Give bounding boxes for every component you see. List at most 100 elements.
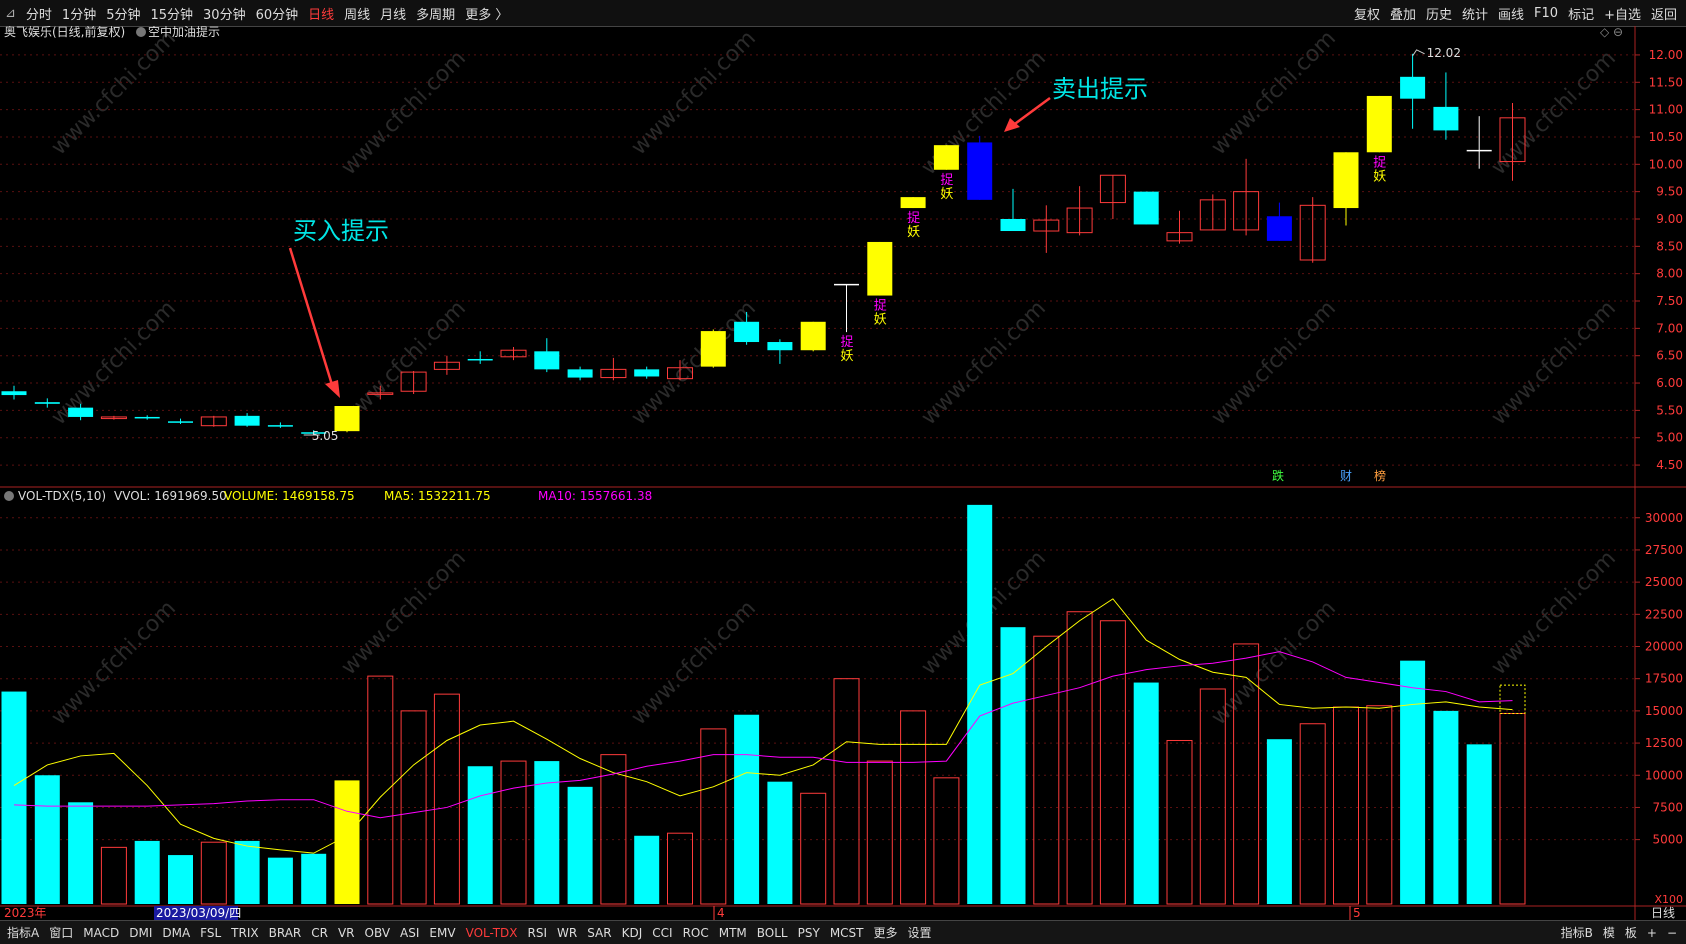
indicator-tab-1[interactable]: 窗口	[49, 926, 74, 940]
candle-body	[367, 392, 394, 395]
indicator-tab-12[interactable]: EMV	[429, 925, 456, 940]
tool-button-4[interactable]: 画线	[1498, 7, 1525, 23]
volume-bar	[567, 786, 593, 904]
indicator-tab-16[interactable]: SAR	[587, 925, 612, 940]
stock-title: 奥飞娱乐(日线,前复权)	[4, 26, 125, 39]
period-tab-7[interactable]: 周线	[344, 7, 371, 23]
indicator-tab-14[interactable]: RSI	[527, 925, 548, 940]
watermark-text: www.cfchi.com	[627, 296, 761, 430]
period-tab-8[interactable]: 月线	[380, 7, 407, 23]
tool-button-6[interactable]: 标记	[1568, 7, 1595, 23]
period-tab-9[interactable]: 多周期	[416, 7, 456, 23]
volume-bar	[467, 766, 493, 904]
volume-bar	[866, 760, 893, 905]
date-cursor-bg	[154, 906, 238, 920]
menu-icon[interactable]: ⊿	[5, 5, 16, 21]
indicator-tab-21[interactable]: BOLL	[756, 925, 788, 940]
indicator-tab-15[interactable]: WR	[557, 925, 578, 940]
indicator-tab-7[interactable]: BRAR	[268, 925, 302, 940]
price-tick-label: 11.50	[1649, 75, 1683, 89]
chart-area[interactable]: www.cfchi.com www.cfchi.com www.cfchi.com w…	[0, 26, 1686, 920]
volume-title: VOL-TDX(5,10)	[18, 489, 106, 503]
indicator-tab-19[interactable]: ROC	[682, 925, 709, 940]
indicator-tab-8[interactable]: CR	[311, 925, 328, 940]
candle-body	[1000, 218, 1026, 232]
candle-body	[134, 416, 160, 419]
period-tab-3[interactable]: 15分钟	[150, 7, 194, 23]
bottom-tool-2[interactable]: 板	[1624, 926, 1637, 940]
watermark-text: www.cfchi.com	[47, 596, 181, 730]
buy-arrowhead	[325, 380, 340, 398]
tool-button-1[interactable]: 叠加	[1389, 7, 1416, 23]
indicator-tab-13[interactable]: VOL-TDX	[465, 925, 518, 940]
period-label: 日线	[1651, 906, 1675, 920]
period-tab-2[interactable]: 5分钟	[106, 7, 141, 23]
indicator-tab-22[interactable]: PSY	[797, 925, 820, 940]
tool-button-2[interactable]: 历史	[1425, 7, 1452, 23]
indicator-tab-4[interactable]: DMA	[162, 925, 191, 940]
indicator-tab-5[interactable]: FSL	[200, 925, 222, 940]
candle-body	[767, 342, 793, 351]
candle-body	[1066, 207, 1093, 234]
volume-bar	[1400, 660, 1426, 904]
candle-body	[1099, 174, 1126, 204]
tag-demon: 妖	[940, 187, 953, 202]
volume-bar	[634, 835, 660, 904]
indicator-tab-6[interactable]: TRIX	[231, 925, 259, 940]
candle-body	[500, 349, 527, 358]
candle-body	[1400, 76, 1426, 99]
indicator-tab-10[interactable]: OBV	[364, 925, 391, 940]
indicator-tab-20[interactable]: MTM	[718, 925, 747, 940]
indicator-tab-3[interactable]: DMI	[129, 925, 153, 940]
indicator-tab-11[interactable]: ASI	[400, 925, 420, 940]
period-tab-0[interactable]: 分时	[25, 7, 52, 23]
period-tab-1[interactable]: 1分钟	[61, 7, 97, 23]
buy-arrow	[288, 247, 335, 389]
tool-button-0[interactable]: 复权	[1353, 7, 1380, 23]
bottom-tool-3[interactable]: +	[1646, 925, 1657, 940]
price-tick-label: 5.50	[1656, 403, 1683, 417]
volume-bar	[134, 840, 160, 904]
period-tab-10[interactable]: 更多 〉	[465, 7, 509, 23]
volume-bar	[767, 781, 793, 904]
volume-bar	[1166, 739, 1193, 905]
volume-tick-label: 25000	[1645, 575, 1683, 589]
bottom-tool-0[interactable]: 指标B	[1560, 926, 1593, 940]
tool-button-5[interactable]: F10	[1534, 5, 1559, 21]
candle-body	[1, 391, 27, 396]
indicator-tab-18[interactable]: CCI	[652, 925, 673, 940]
period-tab-5[interactable]: 60分钟	[255, 7, 299, 23]
volume-bar	[933, 777, 960, 905]
candle-body	[967, 142, 993, 200]
tool-button-3[interactable]: 统计	[1462, 7, 1489, 23]
volume-bar	[700, 728, 727, 905]
volume-bar	[1499, 712, 1526, 905]
volume-tick-label: 20000	[1645, 640, 1683, 654]
tool-button-7[interactable]: +自选	[1604, 7, 1641, 23]
candle-body	[1199, 199, 1226, 231]
top-toolbar: ⊿ 分时 1分钟 5分钟 15分钟 30分钟 60分钟 日线 周线 月线 多周期 更多 〉 复权 叠加历…	[0, 0, 1686, 27]
volume-bar	[334, 780, 360, 904]
indicator-tab-2[interactable]: MACD	[83, 925, 120, 940]
indicator-tab-23[interactable]: MCST	[829, 925, 864, 940]
volume-tick-label: 12500	[1645, 736, 1683, 750]
bottom-tool-4[interactable]: −	[1666, 925, 1677, 940]
price-tick-label: 10.50	[1649, 130, 1683, 144]
candle-body	[301, 432, 327, 434]
volume-bar	[1133, 682, 1159, 904]
price-tick-label: 10.00	[1649, 157, 1683, 171]
bottom-tool-1[interactable]: 模	[1602, 926, 1615, 940]
indicator-tab-25[interactable]: 设置	[907, 926, 932, 940]
period-tab-6[interactable]: 日线	[308, 7, 335, 23]
volume-settings-icon	[4, 491, 14, 501]
price-tick-label: 6.00	[1656, 376, 1683, 390]
indicator-tab-9[interactable]: VR	[337, 925, 355, 940]
tool-button-8[interactable]: 返回	[1650, 7, 1677, 23]
indicator-tab-24[interactable]: 更多	[873, 926, 898, 940]
indicator-tab-17[interactable]: KDJ	[621, 925, 643, 940]
period-tab-4[interactable]: 30分钟	[203, 7, 246, 23]
watermark-text: www.cfchi.com	[627, 596, 761, 730]
indicator-tab-0[interactable]: 指标A	[7, 926, 40, 940]
watermark-text: www.cfchi.com	[1207, 26, 1341, 160]
volume-bar	[734, 714, 760, 904]
